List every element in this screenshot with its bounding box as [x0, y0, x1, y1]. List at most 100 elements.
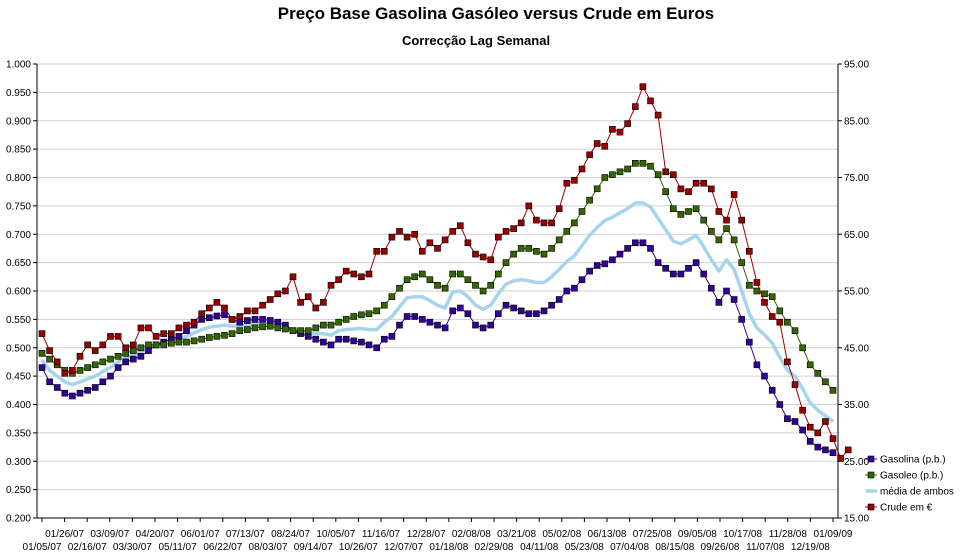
x-tick-label-upper: 10/05/07 [316, 529, 355, 540]
data-point [456, 270, 464, 278]
data-point [502, 259, 510, 266]
data-point [768, 293, 776, 301]
data-point [206, 304, 213, 312]
data-point [213, 333, 221, 340]
data-point [130, 355, 137, 363]
legend-item: Gasolina (p.b.) [865, 455, 946, 466]
y-left-tick-label: 0.750 [6, 201, 31, 212]
data-point [525, 245, 533, 252]
data-point [335, 335, 342, 343]
data-point [784, 415, 791, 423]
x-tick-label-lower: 01/05/07 [23, 542, 62, 553]
y-left-tick-label: 0.500 [6, 343, 31, 354]
series-layer [38, 83, 852, 462]
data-point [312, 304, 320, 312]
x-tick-label-lower: 08/15/08 [655, 542, 694, 553]
data-point [206, 334, 213, 341]
data-point [791, 418, 799, 425]
data-point [494, 270, 502, 278]
data-point [426, 318, 434, 326]
data-point [145, 324, 152, 332]
data-point [183, 321, 190, 329]
data-point [548, 245, 555, 252]
data-point [373, 344, 381, 352]
data-point [365, 310, 373, 318]
data-point [707, 284, 715, 292]
data-point [799, 344, 806, 352]
x-tick-label-upper: 06/13/08 [588, 529, 627, 540]
data-point [738, 316, 746, 323]
data-point [46, 347, 53, 354]
data-point [692, 205, 700, 212]
data-point [411, 273, 419, 281]
data-point [418, 316, 426, 323]
y-right-tick-label: 75.00 [844, 173, 869, 184]
data-point [616, 128, 624, 136]
data-point [137, 324, 145, 332]
data-point [396, 284, 403, 292]
data-point [388, 333, 396, 340]
data-point [654, 171, 662, 178]
data-point [799, 406, 806, 414]
data-point [274, 290, 282, 298]
data-point [487, 256, 495, 264]
data-point [639, 160, 647, 167]
data-point [700, 216, 708, 224]
data-point [365, 341, 373, 349]
data-point [244, 317, 251, 324]
data-point [533, 310, 540, 318]
data-point [609, 171, 616, 178]
data-point [38, 330, 46, 337]
data-point [259, 316, 266, 323]
data-point [137, 352, 145, 360]
y-left-tick-label: 0.450 [6, 372, 31, 383]
data-point [304, 293, 312, 301]
y-left-tick-label: 0.300 [6, 457, 31, 468]
y-right-tick-label: 15.00 [844, 514, 869, 525]
x-tick-label-upper: 10/17/08 [723, 529, 762, 540]
data-point [244, 326, 251, 333]
data-point [221, 311, 228, 319]
data-point [700, 270, 708, 278]
data-point [806, 438, 814, 445]
data-point [183, 338, 190, 346]
data-point [601, 143, 609, 150]
y-axis-right: 15.00 25.00 35.00 45.00 55.00 65.00 75.00 85.00… [838, 60, 869, 525]
data-point [715, 236, 723, 244]
data-point [99, 378, 107, 386]
data-point [677, 185, 685, 193]
data-point [160, 341, 167, 349]
data-point [145, 341, 152, 349]
data-point [677, 270, 685, 278]
data-point [152, 341, 160, 349]
data-point [472, 281, 479, 289]
data-point [609, 126, 616, 133]
data-point [350, 270, 358, 278]
data-point [396, 321, 403, 329]
data-point [738, 259, 746, 266]
data-point [53, 358, 61, 366]
data-point [137, 344, 145, 352]
data-point [396, 228, 403, 235]
data-point [662, 264, 670, 272]
data-point [441, 324, 449, 332]
data-point [213, 299, 221, 306]
y-left-tick-label: 0.200 [6, 514, 31, 525]
data-point [91, 361, 99, 369]
data-point [624, 120, 631, 127]
data-point [84, 386, 91, 394]
x-tick-label-lower: 06/22/07 [203, 542, 242, 553]
data-point [380, 335, 388, 343]
data-point [586, 267, 593, 275]
y-left-tick-label: 0.800 [6, 173, 31, 184]
data-point [776, 318, 784, 326]
data-point [342, 316, 350, 323]
data-point [418, 248, 426, 255]
data-point [472, 321, 479, 329]
data-point [685, 264, 692, 272]
legend-swatch [867, 503, 875, 511]
data-point [373, 307, 381, 315]
x-tick-label-upper: 08/24/07 [271, 529, 310, 540]
data-point [365, 270, 373, 278]
data-point [411, 231, 419, 238]
